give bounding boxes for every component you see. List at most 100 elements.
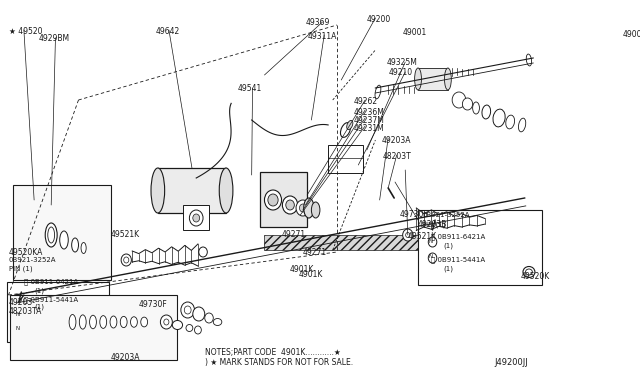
Text: 0B921-3252A: 0B921-3252A <box>422 212 470 218</box>
Text: 49237M: 49237M <box>354 116 385 125</box>
Circle shape <box>499 220 508 230</box>
Text: 49521K: 49521K <box>111 230 140 239</box>
Text: 49271: 49271 <box>303 248 327 257</box>
Bar <box>260 172 307 227</box>
Circle shape <box>199 247 207 257</box>
Circle shape <box>15 310 23 320</box>
Text: 49236M: 49236M <box>354 108 385 117</box>
Text: N: N <box>15 327 19 331</box>
Circle shape <box>406 232 410 237</box>
Ellipse shape <box>110 316 117 328</box>
Circle shape <box>282 196 298 214</box>
Circle shape <box>205 313 213 323</box>
Ellipse shape <box>375 85 381 99</box>
Ellipse shape <box>444 68 451 90</box>
Text: 49730F: 49730F <box>399 210 428 219</box>
Text: 49642: 49642 <box>156 27 179 36</box>
Ellipse shape <box>54 219 61 231</box>
Circle shape <box>403 229 413 241</box>
Text: (1): (1) <box>444 242 454 248</box>
Ellipse shape <box>186 324 193 331</box>
Ellipse shape <box>81 243 86 253</box>
Text: 49520K: 49520K <box>520 272 550 281</box>
Bar <box>10 295 177 360</box>
Text: ★ 49520: ★ 49520 <box>8 27 42 36</box>
Ellipse shape <box>518 118 525 132</box>
Ellipse shape <box>79 315 86 329</box>
Text: 0B921-3252A: 0B921-3252A <box>8 257 56 263</box>
Ellipse shape <box>347 121 353 129</box>
Text: 49311A: 49311A <box>307 32 337 41</box>
Circle shape <box>161 315 172 329</box>
Text: (1): (1) <box>34 304 44 311</box>
Text: 49203A: 49203A <box>111 353 140 362</box>
Circle shape <box>482 213 494 227</box>
Ellipse shape <box>506 115 515 129</box>
Circle shape <box>485 217 490 223</box>
Text: 49001: 49001 <box>623 30 640 39</box>
Ellipse shape <box>304 198 314 218</box>
Ellipse shape <box>100 315 107 328</box>
Text: (1): (1) <box>34 287 44 294</box>
Circle shape <box>124 257 129 263</box>
Text: (1): (1) <box>444 265 454 272</box>
Ellipse shape <box>415 68 422 90</box>
Text: 49369: 49369 <box>305 18 330 27</box>
Ellipse shape <box>24 197 31 213</box>
Ellipse shape <box>14 241 23 259</box>
Text: 48203TA: 48203TA <box>8 307 42 316</box>
Text: ⓝ 0B911-6421A: ⓝ 0B911-6421A <box>24 278 78 285</box>
Text: 49262: 49262 <box>354 97 378 106</box>
Bar <box>13 185 111 280</box>
Ellipse shape <box>523 266 535 278</box>
Ellipse shape <box>48 227 54 243</box>
Text: PIN (1): PIN (1) <box>8 266 32 273</box>
Text: 49203B: 49203B <box>418 220 447 229</box>
Bar <box>328 145 363 173</box>
Text: 49521K: 49521K <box>408 232 437 241</box>
Text: 4901K: 4901K <box>290 265 314 274</box>
Ellipse shape <box>220 168 233 213</box>
Circle shape <box>286 200 294 210</box>
Text: ⓝ 0B911-6421A: ⓝ 0B911-6421A <box>431 233 485 240</box>
Text: 49520KA: 49520KA <box>8 248 43 257</box>
Text: 49210: 49210 <box>388 68 412 77</box>
Ellipse shape <box>482 105 491 119</box>
Ellipse shape <box>21 194 33 216</box>
Text: 49001: 49001 <box>403 28 427 37</box>
Ellipse shape <box>172 321 182 330</box>
Text: 4901K: 4901K <box>299 270 323 279</box>
Ellipse shape <box>90 315 97 329</box>
Ellipse shape <box>213 318 222 326</box>
Text: 49203A: 49203A <box>381 136 411 145</box>
Text: 49231M: 49231M <box>354 124 385 133</box>
Circle shape <box>428 253 437 263</box>
Circle shape <box>181 302 195 318</box>
Circle shape <box>164 319 169 325</box>
Polygon shape <box>264 235 418 250</box>
Text: 49325M: 49325M <box>387 58 417 67</box>
Circle shape <box>264 190 282 210</box>
Text: ) ★ MARK STANDS FOR NOT FOR SALE.: ) ★ MARK STANDS FOR NOT FOR SALE. <box>205 358 353 367</box>
Bar <box>7 282 109 342</box>
Text: ⓝ 0B911-5441A: ⓝ 0B911-5441A <box>24 296 78 302</box>
Text: 4929BM: 4929BM <box>38 34 70 43</box>
Circle shape <box>15 325 23 335</box>
Ellipse shape <box>39 205 49 225</box>
Circle shape <box>121 254 131 266</box>
Ellipse shape <box>151 168 164 213</box>
Circle shape <box>508 223 516 233</box>
Ellipse shape <box>472 102 479 114</box>
Bar <box>418 210 541 285</box>
Text: N: N <box>429 238 433 244</box>
Ellipse shape <box>60 231 68 249</box>
Circle shape <box>296 200 310 216</box>
Text: ⓝ 0B911-5441A: ⓝ 0B911-5441A <box>431 256 485 263</box>
Bar <box>418 68 448 90</box>
Text: 49271: 49271 <box>282 230 306 239</box>
Circle shape <box>195 326 202 334</box>
Text: N: N <box>429 254 433 260</box>
Circle shape <box>300 204 307 212</box>
Circle shape <box>193 307 205 321</box>
Text: 49730F: 49730F <box>138 300 167 309</box>
